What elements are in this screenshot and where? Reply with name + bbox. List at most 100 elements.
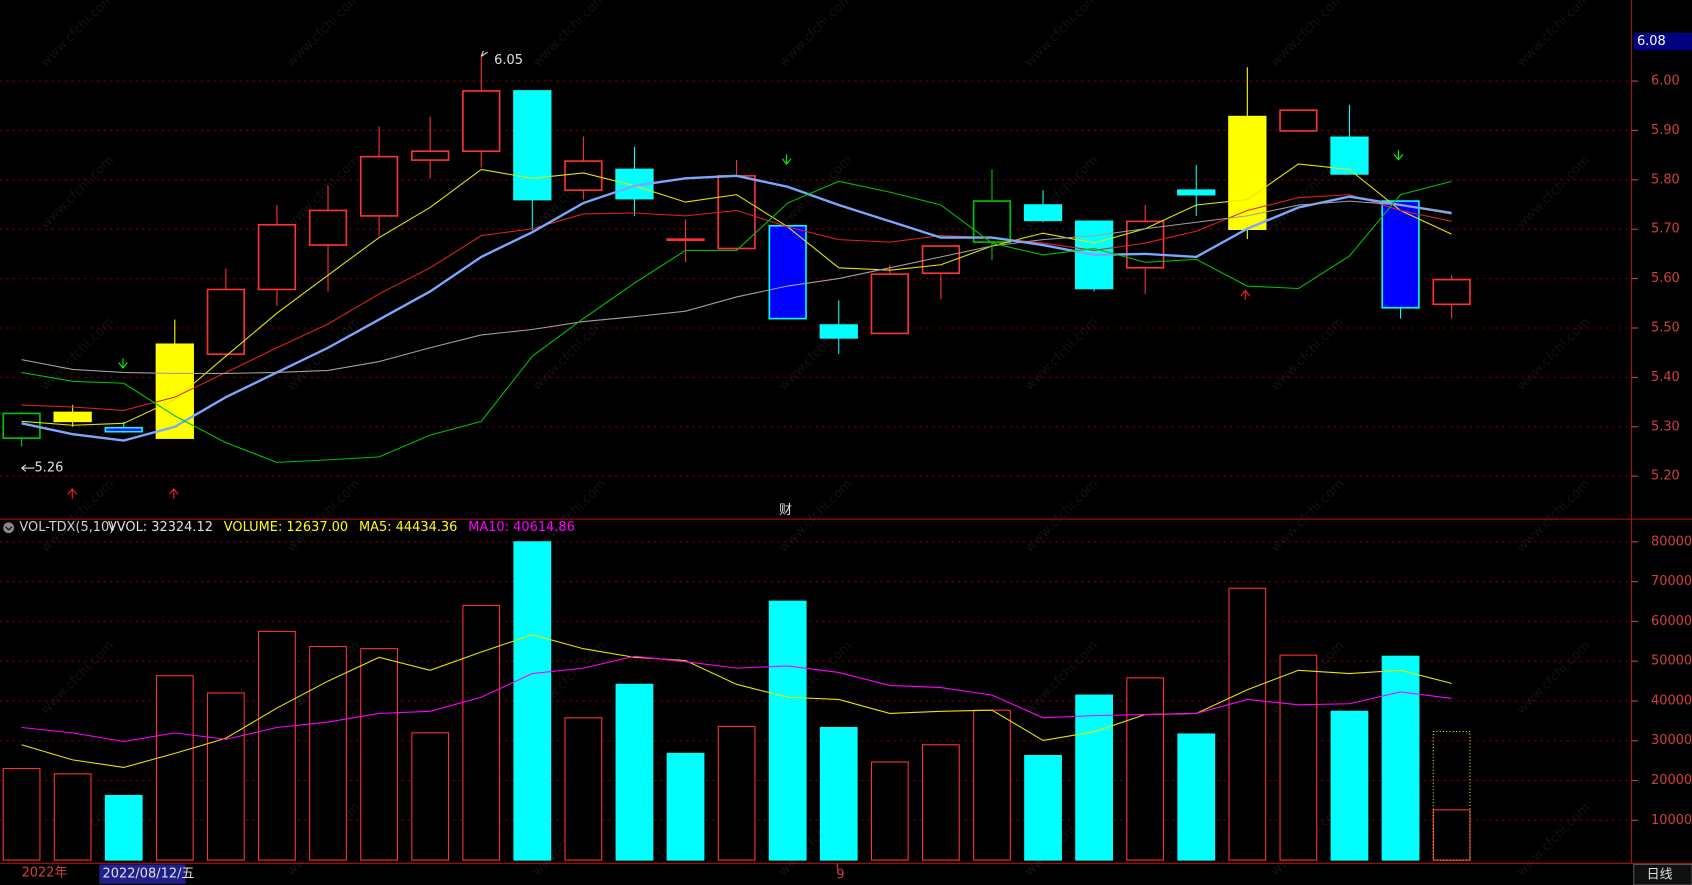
y-tick-label: 5.80: [1651, 172, 1680, 187]
volume-bar: [206, 692, 245, 861]
volume-bar: [104, 794, 143, 861]
ma-line: [21, 634, 1452, 768]
volume-bar: [155, 675, 194, 861]
volume-bar: [513, 541, 552, 861]
y-tick-label: 20000: [1651, 773, 1692, 788]
buy-arrow: [67, 488, 78, 499]
candle-body: [308, 209, 348, 246]
indicator-value: MA5: 44434.36: [359, 520, 457, 535]
volume-bar: [1177, 733, 1216, 861]
candle-body: [870, 273, 909, 335]
volume-bar: [1432, 809, 1471, 861]
buy-arrow: [1240, 289, 1250, 301]
y-tick-label: 5.40: [1651, 370, 1680, 385]
x-label: 9: [836, 868, 844, 883]
y-tick-label: 30000: [1651, 733, 1692, 748]
x-label: 2022年: [22, 866, 68, 881]
candle-body: [1023, 204, 1063, 222]
high-label: 6.05: [494, 53, 523, 68]
volume-bar: [564, 717, 603, 861]
volume-bar: [309, 645, 347, 861]
volume-bar: [1126, 677, 1165, 861]
candle-body: [257, 223, 297, 291]
volume-bar: [1381, 655, 1420, 861]
annotation-arrow: [21, 464, 35, 472]
candle-body: [768, 224, 807, 320]
period[interactable]: 日线: [1647, 868, 1673, 883]
sell-arrow: [1393, 150, 1404, 161]
volume-bar: [1228, 587, 1267, 861]
annotation-arrow: [480, 50, 489, 57]
y-tick-label: 60000: [1651, 614, 1692, 629]
volume-bar: [1024, 755, 1062, 861]
volume-bar: [2, 767, 41, 861]
indicator-name: VOL-TDX(5,10): [19, 520, 114, 535]
volume-bar: [462, 604, 501, 861]
y-tick-label: 5.60: [1651, 271, 1680, 286]
volume-bar: [411, 732, 450, 861]
volume-bar: [615, 683, 654, 861]
candle-body: [666, 238, 705, 241]
volume-bar: [768, 600, 807, 861]
y-tick-label: 5.20: [1651, 469, 1680, 484]
candle-body: [359, 155, 399, 217]
candle-body: [2, 412, 41, 439]
ma-line: [21, 655, 1452, 743]
date-box: [99, 864, 186, 884]
marker: 财: [779, 503, 792, 518]
volume-bar: [1330, 710, 1369, 861]
y-tick-label: 5.50: [1651, 320, 1680, 335]
candle-body: [411, 150, 450, 161]
y-tick-label: 80000: [1651, 534, 1692, 549]
indicator-value: VOLUME: 12637.00: [224, 520, 348, 535]
last-price-box: [1633, 32, 1692, 51]
indicator-icon[interactable]: [3, 522, 15, 534]
y-tick-label: 70000: [1651, 574, 1692, 589]
volume-bar: [870, 761, 909, 861]
y-tick-label: 5.90: [1651, 123, 1680, 138]
candle-body: [513, 90, 552, 201]
candle-body: [819, 324, 858, 339]
ma-line: [21, 174, 1452, 442]
volume-bar: [1279, 654, 1318, 861]
ma-line: [21, 163, 1452, 426]
candle-body: [1279, 109, 1318, 132]
x-label: 2022/08/12/五: [103, 867, 195, 882]
y-tick-label: 5.30: [1651, 419, 1680, 434]
volume-bar: [1075, 694, 1113, 861]
signal-arrows: [67, 150, 1404, 499]
candle-body: [206, 288, 246, 355]
icon-chevron: [5, 526, 13, 531]
volume-bar: [717, 725, 756, 861]
candle-body: [104, 426, 143, 433]
volume-bar: [973, 709, 1011, 861]
volume-bar: [819, 726, 858, 861]
y-tick-label: 50000: [1651, 654, 1692, 669]
volume-bar: [922, 744, 960, 861]
indicator-value: VVOL: 32324.12: [108, 520, 213, 535]
candle-body: [1432, 278, 1471, 306]
volume-bar: [258, 630, 296, 861]
buy-arrow: [168, 488, 179, 499]
candle-body: [1177, 189, 1216, 196]
candle-body: [972, 200, 1012, 243]
candle-body: [1228, 115, 1267, 231]
volume-bar: [53, 773, 92, 861]
candle-body: [1381, 200, 1420, 309]
indicator-value: MA10: 40614.86: [468, 520, 575, 535]
volume-bar: [666, 752, 705, 861]
y-tick-label: 40000: [1651, 693, 1692, 708]
estimated-volume: [1432, 730, 1471, 861]
last-price: 6.08: [1637, 34, 1666, 49]
candle-body: [462, 90, 501, 153]
sell-arrow: [118, 358, 128, 369]
sell-arrow: [781, 154, 792, 165]
ma-line: [21, 180, 1452, 463]
ma-line: [21, 200, 1452, 374]
y-tick-label: 6.00: [1651, 74, 1680, 89]
volume-bar: [360, 648, 398, 861]
low-label: 5.26: [35, 461, 64, 476]
y-tick-label: 10000: [1651, 813, 1692, 828]
